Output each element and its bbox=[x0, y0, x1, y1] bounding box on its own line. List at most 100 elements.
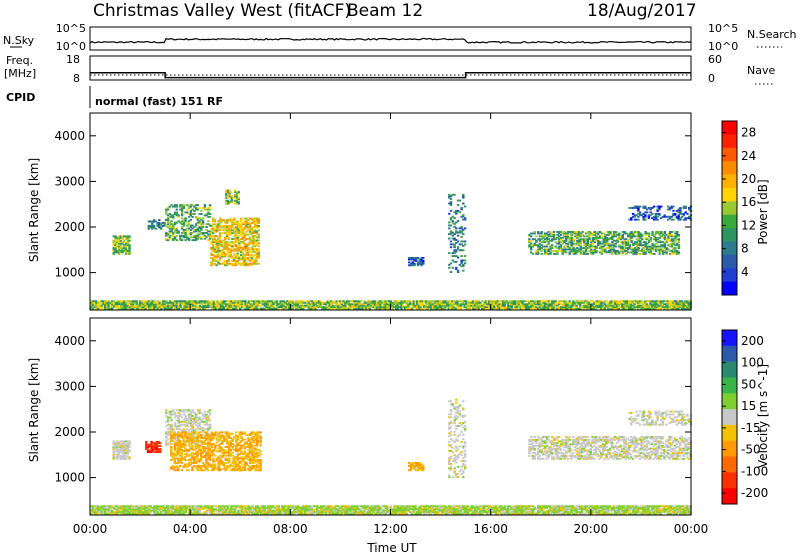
heatmap-cell bbox=[473, 300, 477, 303]
heatmap-cell bbox=[167, 511, 170, 514]
heatmap-cell bbox=[321, 509, 324, 512]
heatmap-cell bbox=[224, 259, 227, 262]
heatmap-cell bbox=[415, 259, 418, 262]
heatmap-cell bbox=[607, 307, 610, 310]
heatmap-cell bbox=[600, 251, 603, 254]
heatmap-cell bbox=[462, 244, 465, 247]
heatmap-cell bbox=[651, 252, 654, 255]
heatmap-cell bbox=[672, 238, 675, 241]
heatmap-cell bbox=[660, 244, 663, 247]
heatmap-cell bbox=[310, 506, 314, 509]
heatmap-cell bbox=[652, 218, 656, 221]
heatmap-cell bbox=[254, 242, 257, 245]
heatmap-cell bbox=[226, 304, 230, 307]
heatmap-cell bbox=[510, 306, 514, 309]
heatmap-cell bbox=[611, 252, 614, 255]
heatmap-cell bbox=[219, 307, 223, 310]
heatmap-cell bbox=[400, 306, 403, 309]
heatmap-cell bbox=[226, 264, 229, 267]
heatmap-cell bbox=[196, 237, 200, 240]
heatmap-cell bbox=[170, 303, 173, 306]
heatmap-cell bbox=[396, 303, 400, 306]
heatmap-cell bbox=[593, 307, 596, 310]
heatmap-cell bbox=[222, 226, 225, 229]
heatmap-cell bbox=[142, 508, 145, 511]
heatmap-cell bbox=[317, 511, 321, 514]
heatmap-cell bbox=[537, 300, 540, 303]
heatmap-cell bbox=[95, 508, 98, 511]
heatmap-cell bbox=[684, 304, 687, 307]
heatmap-cell bbox=[289, 301, 293, 304]
heatmap-cell bbox=[254, 505, 258, 508]
heatmap-cell bbox=[351, 505, 354, 508]
heatmap-cell bbox=[229, 241, 232, 243]
heatmap-cell bbox=[576, 231, 579, 233]
heatmap-cell bbox=[195, 509, 198, 512]
heatmap-cell bbox=[268, 307, 272, 310]
heatmap-cell bbox=[203, 301, 207, 304]
heatmap-cell bbox=[163, 511, 166, 514]
heatmap-cell bbox=[167, 509, 170, 512]
heatmap-cell bbox=[514, 300, 517, 303]
heatmap-cell bbox=[507, 304, 510, 307]
heatmap-cell bbox=[137, 512, 140, 515]
heatmap-cell bbox=[468, 306, 471, 309]
heatmap-cell bbox=[604, 242, 607, 245]
heatmap-cell bbox=[668, 207, 672, 209]
heatmap-cell bbox=[551, 238, 554, 241]
heatmap-cell bbox=[211, 301, 214, 304]
heatmap-cell bbox=[249, 509, 252, 512]
heatmap-cell bbox=[203, 214, 207, 217]
heatmap-cell bbox=[144, 304, 147, 307]
heatmap-cell bbox=[493, 306, 496, 309]
heatmap-cell bbox=[187, 239, 191, 242]
heatmap-cell bbox=[674, 248, 677, 251]
heatmap-cell bbox=[245, 238, 248, 240]
heatmap-cell bbox=[398, 506, 401, 509]
heatmap-cell bbox=[121, 303, 124, 306]
heatmap-cell bbox=[607, 245, 610, 248]
heatmap-cell bbox=[403, 508, 407, 511]
heatmap-cell bbox=[681, 212, 684, 215]
heatmap-cell bbox=[628, 244, 631, 247]
heatmap-cell bbox=[422, 261, 425, 264]
heatmap-cell bbox=[152, 226, 156, 229]
heatmap-cell bbox=[243, 258, 246, 261]
heatmap-cell bbox=[595, 247, 598, 249]
heatmap-cell bbox=[215, 239, 218, 242]
heatmap-cell bbox=[135, 303, 138, 306]
heatmap-cell bbox=[416, 303, 419, 306]
heatmap-cell bbox=[405, 508, 408, 511]
heatmap-cell bbox=[630, 233, 633, 236]
heatmap-cell bbox=[545, 251, 549, 254]
heatmap-cell bbox=[565, 236, 568, 239]
heatmap-cell bbox=[198, 226, 201, 228]
heatmap-cell bbox=[542, 248, 545, 251]
heatmap-cell bbox=[163, 301, 166, 304]
heatmap-cell bbox=[453, 223, 456, 225]
heatmap-cell bbox=[227, 201, 230, 204]
heatmap-cell bbox=[182, 512, 186, 515]
heatmap-cell bbox=[419, 306, 422, 309]
heatmap-cell bbox=[237, 196, 240, 199]
heatmap-cell bbox=[255, 254, 259, 256]
heatmap-cell bbox=[288, 509, 291, 512]
heatmap-cell bbox=[275, 301, 279, 304]
heatmap-cell bbox=[224, 245, 227, 248]
heatmap-cell bbox=[558, 300, 561, 303]
heatmap-cell bbox=[528, 300, 531, 303]
heatmap-cell bbox=[677, 303, 680, 306]
heatmap-cell bbox=[112, 250, 115, 252]
heatmap-cell bbox=[372, 505, 375, 508]
heatmap-cell bbox=[153, 300, 156, 303]
heatmap-cell bbox=[224, 236, 227, 239]
heatmap-cell bbox=[254, 226, 257, 229]
heatmap-cell bbox=[324, 509, 328, 512]
heatmap-cell bbox=[333, 512, 337, 515]
heatmap-cell bbox=[456, 304, 459, 307]
heatmap-cell bbox=[447, 506, 450, 509]
heatmap-cell bbox=[665, 248, 668, 251]
heatmap-cell bbox=[193, 300, 196, 303]
heatmap-cell bbox=[317, 512, 321, 515]
heatmap-cell bbox=[381, 511, 384, 514]
